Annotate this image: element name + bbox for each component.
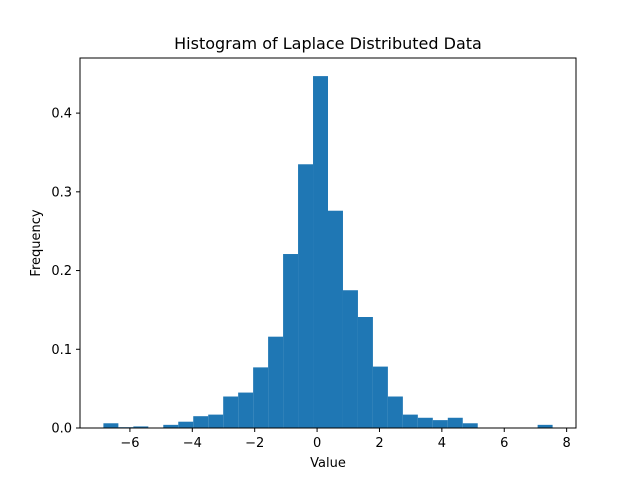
chart-title: Histogram of Laplace Distributed Data: [174, 34, 482, 53]
histogram-bar: [433, 420, 448, 428]
x-tick-label: −6: [120, 436, 139, 451]
histogram-bar: [298, 164, 313, 428]
histogram-bar: [193, 416, 208, 428]
histogram-bar: [388, 397, 403, 428]
histogram-bar: [403, 415, 418, 428]
x-tick-label: −2: [245, 436, 264, 451]
histogram-bar: [418, 418, 433, 428]
x-axis-label: Value: [310, 456, 346, 471]
y-tick-label: 0.0: [51, 422, 72, 437]
histogram-bar: [268, 337, 283, 428]
y-tick-label: 0.1: [51, 343, 72, 358]
y-tick-label: 0.3: [51, 185, 72, 200]
histogram-bar: [238, 393, 253, 428]
histogram-bar: [283, 254, 298, 428]
y-tick-label: 0.2: [51, 264, 72, 279]
histogram-bar: [313, 76, 328, 428]
y-axis-ticks: 0.0 0.1 0.2 0.3 0.4: [51, 107, 80, 437]
x-tick-label: 6: [500, 436, 508, 451]
histogram-bar: [103, 423, 118, 428]
histogram-bar: [373, 367, 388, 428]
x-tick-label: 8: [563, 436, 571, 451]
x-axis-ticks: −6 −4 −2 0 2 4 6 8: [120, 428, 570, 451]
histogram-bar: [343, 290, 358, 428]
histogram-bar: [358, 317, 373, 428]
histogram-bar: [208, 415, 223, 428]
x-tick-label: 0: [313, 436, 321, 451]
histogram-bar: [253, 367, 268, 428]
histogram-bar: [463, 423, 478, 428]
histogram-bar: [223, 397, 238, 428]
y-tick-label: 0.4: [51, 107, 72, 122]
x-tick-label: 4: [438, 436, 446, 451]
histogram-bar: [328, 211, 343, 428]
histogram-bar: [178, 422, 193, 428]
x-tick-label: 2: [375, 436, 383, 451]
histogram-bar: [448, 418, 463, 428]
x-tick-label: −4: [183, 436, 202, 451]
y-axis-label: Frequency: [29, 209, 44, 276]
bars-group: [103, 76, 552, 428]
